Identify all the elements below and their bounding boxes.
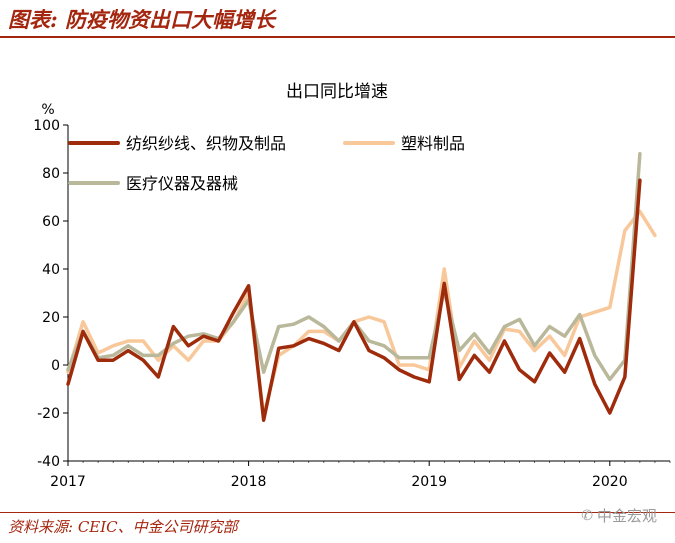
page-title: 图表: 防疫物资出口大幅增长: [8, 7, 276, 32]
x-tick-label: 2019: [411, 474, 447, 490]
y-tick-label: 100: [33, 118, 60, 134]
chart-title: 出口同比增速: [286, 82, 388, 102]
y-tick-label: 60: [42, 214, 60, 230]
y-axis-unit: %: [41, 102, 54, 118]
y-tick-label: -20: [37, 406, 60, 422]
x-tick-label: 2017: [50, 474, 86, 490]
source-note: 资料来源: CEIC、中金公司研究部: [8, 518, 238, 536]
footer-divider: [0, 512, 675, 513]
wechat-icon: ✆: [581, 507, 593, 524]
watermark: ✆ 中金宏观: [581, 505, 657, 526]
line-chart: 出口同比增速 % -40 -20 0 20 40 60 80 100 2017 2018 2019 2…: [33, 82, 671, 490]
axes: -40 -20 0 20 40 60 80 100 2017 2018 2019 2020: [33, 118, 671, 490]
legend-label-1: 纺织纱线、织物及制品: [126, 134, 286, 153]
series-layer: [66, 152, 657, 422]
series-line-1: [66, 178, 642, 422]
y-tick-label: 40: [42, 262, 60, 278]
watermark-label: 中金宏观: [596, 507, 657, 525]
y-tick-label: 80: [42, 166, 60, 182]
legend-label-2: 塑料制品: [401, 134, 465, 153]
y-tick-label: 20: [42, 310, 60, 326]
series-line-2: [66, 209, 657, 418]
y-tick-label: -40: [37, 454, 60, 470]
x-tick-label: 2020: [592, 474, 628, 490]
y-tick-label: 0: [51, 358, 60, 374]
x-tick-label: 2018: [231, 474, 267, 490]
header-divider: [0, 36, 675, 38]
legend-label-3: 医疗仪器及器械: [126, 174, 238, 193]
